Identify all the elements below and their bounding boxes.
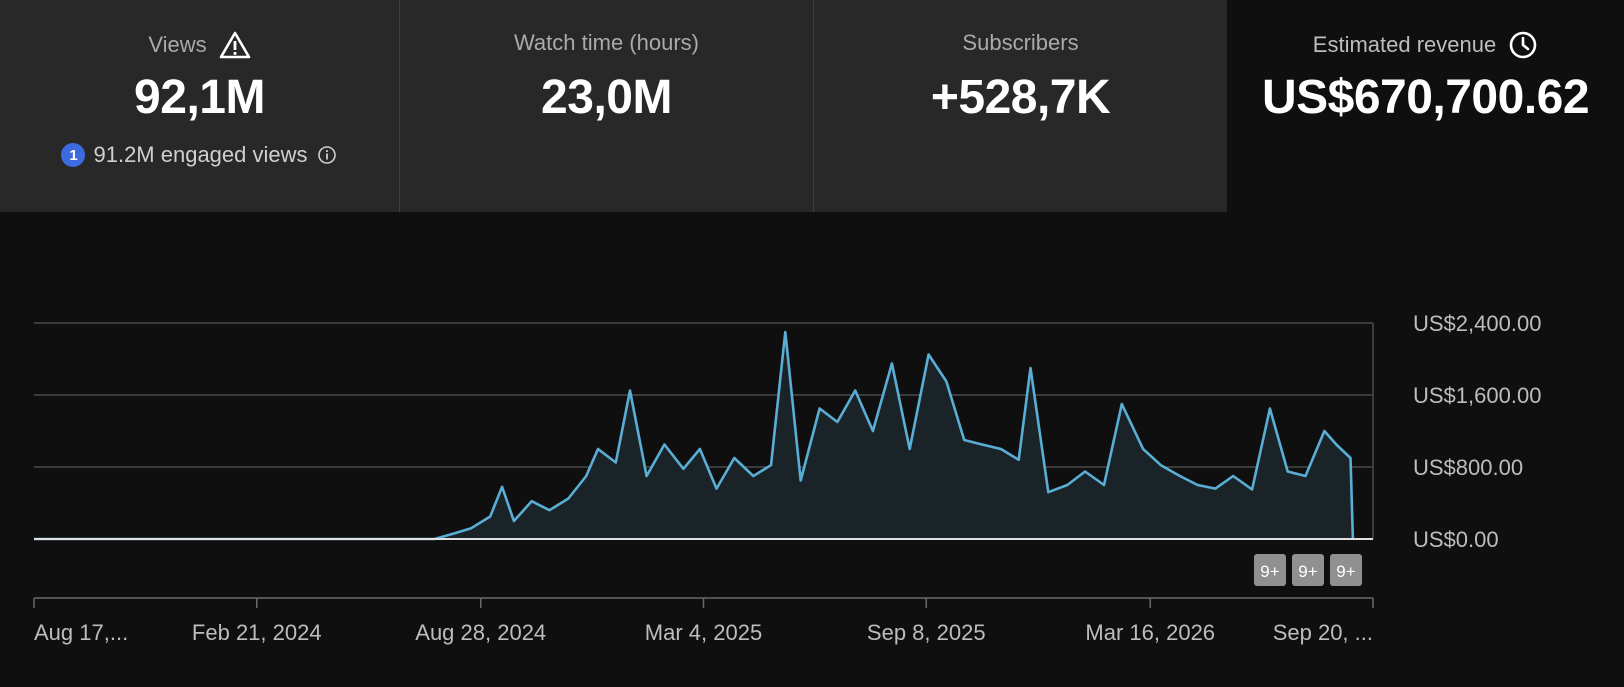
x-tick-label: Mar 16, 2026 [1085,620,1215,645]
clock-icon[interactable] [1508,30,1538,60]
subscribers-card[interactable]: Subscribers +528,7K [813,0,1227,212]
revenue-area [34,332,1353,539]
views-value: 92,1M [134,71,265,124]
x-tick-label: Aug 28, 2024 [415,620,546,645]
engaged-views-text: 91.2M engaged views [93,142,308,167]
x-tick-label: Sep 8, 2025 [867,620,986,645]
x-tick-label: Mar 4, 2025 [645,620,762,645]
revenue-chart-svg[interactable]: US$2,400.00 US$1,600.00 US$800.00 US$0.00 9… [0,212,1624,682]
x-tick-label: Feb 21, 2024 [192,620,322,645]
warning-triangle-icon[interactable] [219,30,251,60]
y-axis-labels: US$2,400.00 US$1,600.00 US$800.00 US$0.00 [1413,311,1541,552]
revenue-chart[interactable]: US$2,400.00 US$1,600.00 US$800.00 US$0.00 9… [0,212,1624,682]
marker-label: 9+ [1260,562,1279,581]
marker-label: 9+ [1336,562,1355,581]
marker-box [1330,554,1362,586]
engaged-badge: 1 [61,143,86,167]
revenue-card[interactable]: Estimated revenue US$670,700.62 [1227,0,1624,212]
annotation-marker[interactable]: 9+ [1254,554,1286,586]
y-tick-label: US$2,400.00 [1413,311,1541,336]
revenue-line[interactable] [34,330,1355,541]
revenue-title: Estimated revenue [1312,32,1497,57]
y-tick-label: US$1,600.00 [1413,383,1541,408]
info-icon[interactable] [316,144,338,166]
annotation-marker[interactable]: 9+ [1330,554,1362,586]
revenue-value: US$670,700.62 [1261,71,1590,124]
annotation-marker[interactable]: 9+ [1292,554,1324,586]
x-tick-label: Sep 20, ... [1273,620,1373,645]
marker-box [1254,554,1286,586]
watch-time-card[interactable]: Watch time (hours) 23,0M [399,0,813,212]
x-tick-label: Aug 17,... [34,620,128,645]
marker-box [1292,554,1324,586]
watch-time-title: Watch time (hours) [513,30,699,55]
views-title: Views [148,32,207,57]
watch-time-value: 23,0M [541,71,672,124]
subscribers-value: +528,7K [930,71,1111,124]
subscribers-title: Subscribers [962,30,1079,55]
views-card[interactable]: Views 92,1M 1 91.2M engaged views [0,0,399,212]
marker-label: 9+ [1298,562,1317,581]
annotation-markers[interactable]: 9+ 9+ 9+ [1254,554,1362,586]
y-tick-label: US$0.00 [1413,527,1499,552]
x-axis: Aug 17,... Feb 21, 2024 Aug 28, 2024 Mar 4,… [33,597,1374,645]
y-tick-label: US$800.00 [1413,455,1523,480]
